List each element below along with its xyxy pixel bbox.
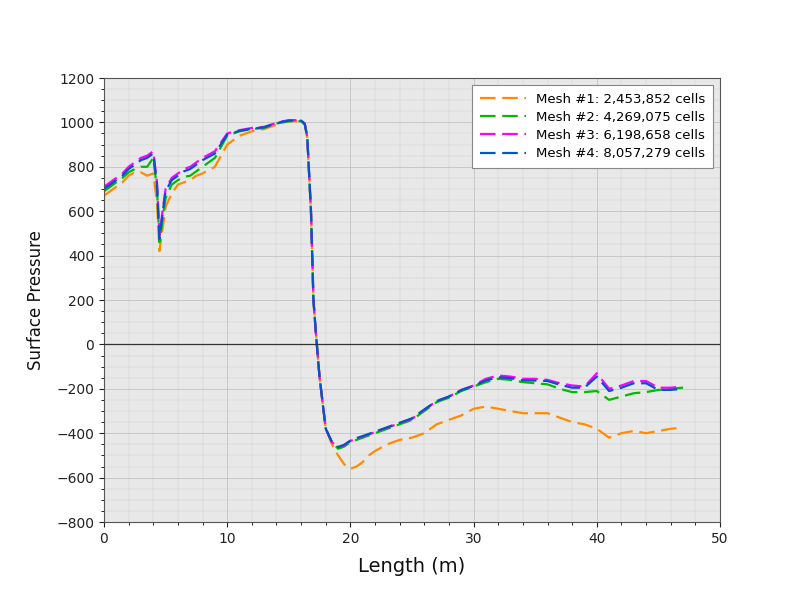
- Mesh #2: 4,269,075 cells: (15, 1e+03): 4,269,075 cells: (15, 1e+03): [284, 118, 294, 125]
- Mesh #3: 6,198,658 cells: (47, -190): 6,198,658 cells: (47, -190): [678, 383, 688, 390]
- Line: Mesh #2: 4,269,075 cells: Mesh #2: 4,269,075 cells: [104, 121, 683, 449]
- Mesh #1: 2,453,852 cells: (33, -300): 2,453,852 cells: (33, -300): [506, 407, 515, 415]
- Mesh #3: 6,198,658 cells: (46, -195): 6,198,658 cells: (46, -195): [666, 384, 675, 391]
- Mesh #3: 6,198,658 cells: (21, -415): 6,198,658 cells: (21, -415): [358, 433, 367, 440]
- Mesh #1: 2,453,852 cells: (2.5, 775): 2,453,852 cells: (2.5, 775): [130, 169, 140, 176]
- Mesh #2: 4,269,075 cells: (5.5, 720): 4,269,075 cells: (5.5, 720): [167, 181, 177, 188]
- Mesh #1: 2,453,852 cells: (21, -530): 2,453,852 cells: (21, -530): [358, 458, 367, 466]
- Mesh #2: 4,269,075 cells: (2.5, 790): 4,269,075 cells: (2.5, 790): [130, 166, 140, 173]
- Mesh #1: 2,453,852 cells: (20, -560): 2,453,852 cells: (20, -560): [346, 465, 355, 472]
- Mesh #2: 4,269,075 cells: (0, 690): 4,269,075 cells: (0, 690): [99, 188, 109, 195]
- Legend: Mesh #1: 2,453,852 cells, Mesh #2: 4,269,075 cells, Mesh #3: 6,198,658 cells, Me: Mesh #1: 2,453,852 cells, Mesh #2: 4,269…: [471, 85, 714, 168]
- Mesh #1: 2,453,852 cells: (5.5, 680): 2,453,852 cells: (5.5, 680): [167, 190, 177, 197]
- Mesh #4: 8,057,279 cells: (5.5, 740): 8,057,279 cells: (5.5, 740): [167, 176, 177, 184]
- Mesh #3: 6,198,658 cells: (33, -145): 6,198,658 cells: (33, -145): [506, 373, 515, 380]
- Mesh #1: 2,453,852 cells: (46, -380): 2,453,852 cells: (46, -380): [666, 425, 675, 433]
- Mesh #4: 8,057,279 cells: (47, -200): 8,057,279 cells: (47, -200): [678, 385, 688, 392]
- Mesh #4: 8,057,279 cells: (21, -413): 8,057,279 cells: (21, -413): [358, 433, 367, 440]
- Mesh #1: 2,453,852 cells: (0, 670): 2,453,852 cells: (0, 670): [99, 192, 109, 199]
- Mesh #4: 8,057,279 cells: (0, 700): 8,057,279 cells: (0, 700): [99, 185, 109, 193]
- Mesh #4: 8,057,279 cells: (19, -462): 8,057,279 cells: (19, -462): [334, 443, 343, 451]
- Line: Mesh #1: 2,453,852 cells: Mesh #1: 2,453,852 cells: [104, 121, 683, 469]
- Mesh #4: 8,057,279 cells: (33, -152): 8,057,279 cells: (33, -152): [506, 374, 515, 382]
- Mesh #2: 4,269,075 cells: (19, -470): 4,269,075 cells: (19, -470): [334, 445, 343, 452]
- Mesh #3: 6,198,658 cells: (0, 710): 6,198,658 cells: (0, 710): [99, 183, 109, 190]
- Line: Mesh #3: 6,198,658 cells: Mesh #3: 6,198,658 cells: [104, 120, 683, 448]
- Mesh #2: 4,269,075 cells: (4.8, 580): 4,269,075 cells: (4.8, 580): [158, 212, 168, 219]
- Mesh #2: 4,269,075 cells: (47, -195): 4,269,075 cells: (47, -195): [678, 384, 688, 391]
- Mesh #3: 6,198,658 cells: (5.5, 750): 6,198,658 cells: (5.5, 750): [167, 174, 177, 181]
- Mesh #2: 4,269,075 cells: (46, -200): 4,269,075 cells: (46, -200): [666, 385, 675, 392]
- Mesh #1: 2,453,852 cells: (47, -375): 2,453,852 cells: (47, -375): [678, 424, 688, 431]
- Line: Mesh #4: 8,057,279 cells: Mesh #4: 8,057,279 cells: [104, 121, 683, 447]
- Mesh #4: 8,057,279 cells: (15, 1.01e+03): 8,057,279 cells: (15, 1.01e+03): [284, 117, 294, 124]
- Mesh #1: 2,453,852 cells: (4.8, 540): 2,453,852 cells: (4.8, 540): [158, 221, 168, 228]
- Mesh #3: 6,198,658 cells: (2.5, 820): 6,198,658 cells: (2.5, 820): [130, 159, 140, 166]
- Y-axis label: Surface Pressure: Surface Pressure: [27, 230, 45, 370]
- Mesh #4: 8,057,279 cells: (46, -205): 8,057,279 cells: (46, -205): [666, 386, 675, 394]
- Mesh #4: 8,057,279 cells: (4.8, 610): 8,057,279 cells: (4.8, 610): [158, 205, 168, 212]
- Mesh #3: 6,198,658 cells: (19, -465): 6,198,658 cells: (19, -465): [334, 444, 343, 451]
- Mesh #3: 6,198,658 cells: (4.8, 620): 6,198,658 cells: (4.8, 620): [158, 203, 168, 211]
- Mesh #2: 4,269,075 cells: (21, -420): 4,269,075 cells: (21, -420): [358, 434, 367, 441]
- Mesh #3: 6,198,658 cells: (15, 1.01e+03): 6,198,658 cells: (15, 1.01e+03): [284, 116, 294, 124]
- Mesh #1: 2,453,852 cells: (15, 1e+03): 2,453,852 cells: (15, 1e+03): [284, 118, 294, 125]
- X-axis label: Length (m): Length (m): [358, 557, 466, 576]
- Mesh #4: 8,057,279 cells: (2.5, 810): 8,057,279 cells: (2.5, 810): [130, 161, 140, 168]
- Mesh #2: 4,269,075 cells: (33, -160): 4,269,075 cells: (33, -160): [506, 376, 515, 383]
